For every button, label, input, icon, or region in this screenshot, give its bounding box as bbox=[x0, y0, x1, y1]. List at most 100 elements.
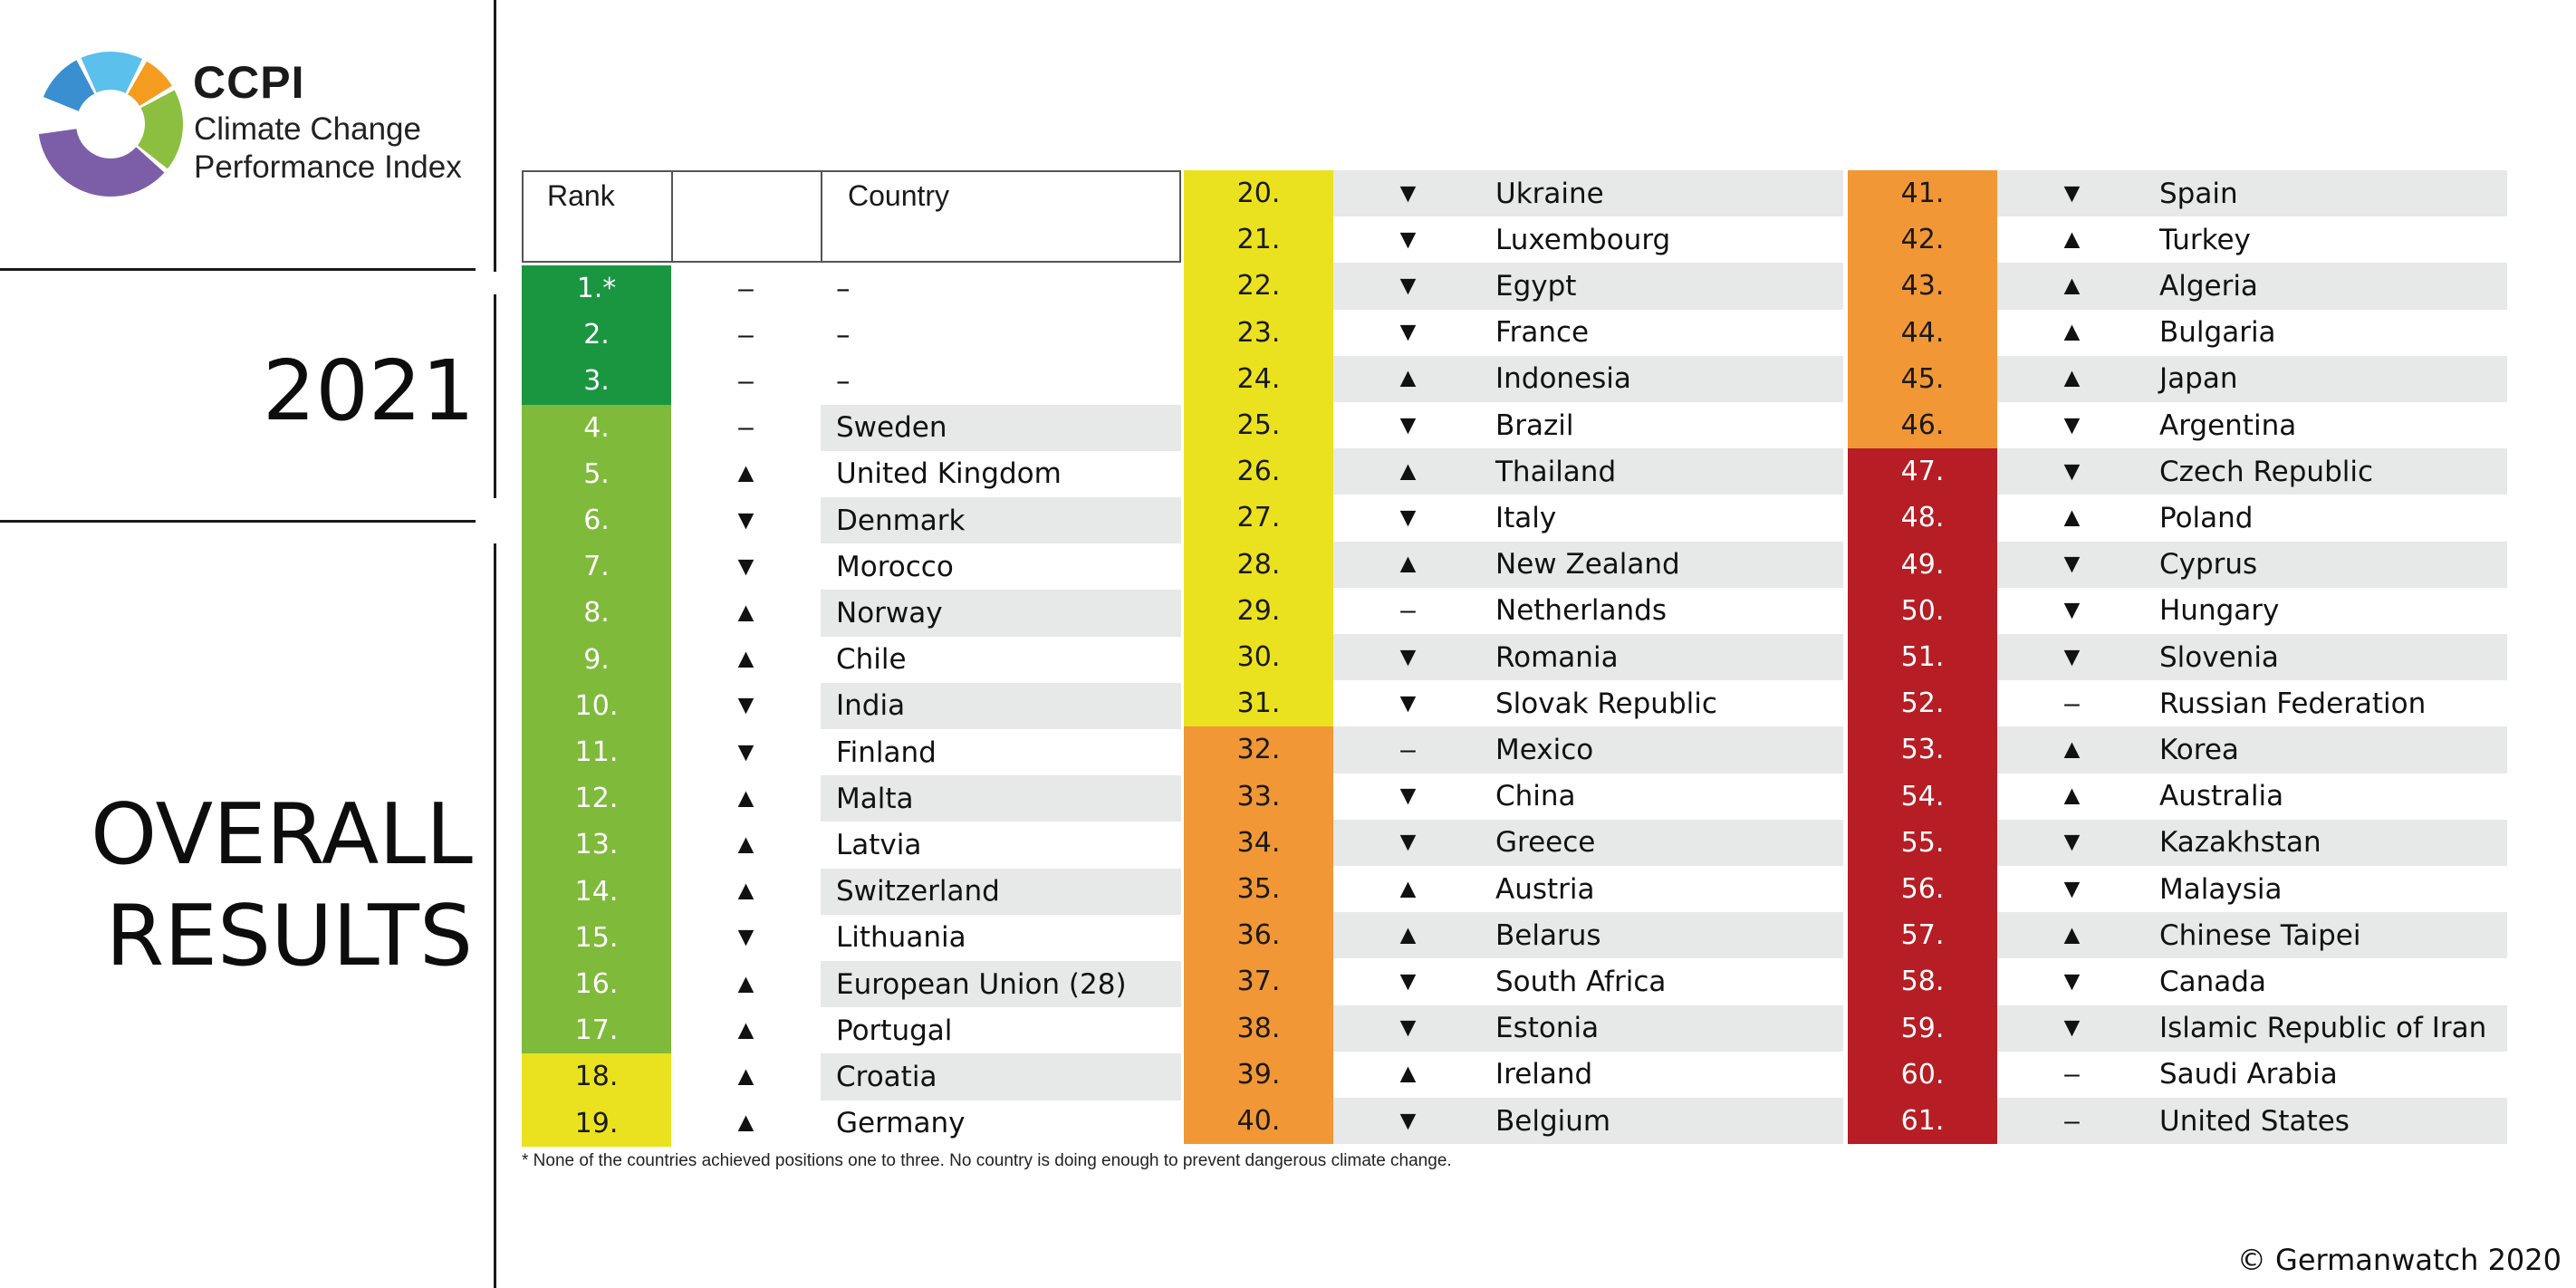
row-shade bbox=[1333, 355, 1843, 402]
country-name: Belarus bbox=[1495, 918, 1601, 952]
country-name: Belgium bbox=[1495, 1104, 1611, 1138]
country-name: – bbox=[836, 318, 851, 351]
table-row: 28. ▲ New Zealand bbox=[1184, 541, 1843, 588]
trend-down-icon: ▼ bbox=[1394, 1105, 1422, 1136]
country-name: United Kingdom bbox=[836, 457, 1062, 491]
country-name: Spain bbox=[2159, 177, 2238, 210]
table-row: 36. ▲ Belarus bbox=[1184, 912, 1843, 959]
table-row: 3. – – bbox=[522, 358, 1181, 405]
trend-unchanged-icon: – bbox=[2064, 687, 2080, 718]
row-shade bbox=[1333, 1098, 1843, 1145]
row-shade bbox=[821, 682, 1181, 729]
ccpi-logo-icon bbox=[38, 52, 183, 197]
country-name: Saudi Arabia bbox=[2159, 1058, 2338, 1091]
trend-up-icon: ▲ bbox=[1394, 363, 1422, 394]
trend-down-icon: ▼ bbox=[732, 505, 760, 535]
divider-vertical-bottom bbox=[494, 543, 496, 1288]
row-shade bbox=[1333, 263, 1843, 310]
row-shade bbox=[1333, 912, 1843, 959]
table-row: 29. – Netherlands bbox=[1184, 587, 1843, 634]
trend-up-icon: ▲ bbox=[2058, 270, 2086, 301]
trend-up-icon: ▲ bbox=[732, 597, 760, 628]
rank-cell: 47. bbox=[1848, 448, 1997, 495]
row-shade bbox=[1997, 1004, 2507, 1052]
table-row: 25. ▼ Brazil bbox=[1184, 402, 1843, 449]
trend-up-icon: ▲ bbox=[1394, 456, 1422, 486]
trend-unchanged-icon: – bbox=[738, 273, 754, 303]
table-row: 23. ▼ France bbox=[1184, 309, 1843, 356]
trend-down-icon: ▼ bbox=[1394, 317, 1422, 348]
trend-down-icon: ▼ bbox=[732, 690, 760, 721]
row-shade bbox=[821, 868, 1181, 915]
rank-cell: 19. bbox=[522, 1100, 671, 1147]
trend-up-icon: ▲ bbox=[1394, 1059, 1422, 1090]
country-name: Kazakhstan bbox=[2159, 826, 2321, 860]
rank-cell: 12. bbox=[522, 775, 671, 822]
rank-cell: 57. bbox=[1848, 912, 1997, 959]
trend-down-icon: ▼ bbox=[2058, 549, 2086, 580]
rank-cell: 1.* bbox=[522, 265, 671, 312]
row-shade bbox=[821, 404, 1181, 451]
country-name: Morocco bbox=[836, 550, 954, 583]
trend-down-icon: ▼ bbox=[1394, 641, 1422, 672]
trend-up-icon: ▲ bbox=[732, 1014, 760, 1045]
trend-up-icon: ▲ bbox=[2058, 363, 2086, 394]
row-shade bbox=[1333, 448, 1843, 495]
trend-down-icon: ▼ bbox=[2058, 1013, 2086, 1043]
trend-up-icon: ▲ bbox=[732, 1061, 760, 1091]
country-name: Croatia bbox=[836, 1060, 937, 1093]
table-row: 48. ▲ Poland bbox=[1848, 495, 2507, 542]
table-row: 16. ▲ European Union (28) bbox=[522, 961, 1181, 1008]
table-row: 44. ▲ Bulgaria bbox=[1848, 309, 2507, 356]
rank-cell: 7. bbox=[522, 543, 671, 591]
country-name: Algeria bbox=[2159, 269, 2258, 303]
country-name: Latvia bbox=[836, 828, 922, 861]
trend-up-icon: ▲ bbox=[2058, 734, 2086, 764]
trend-down-icon: ▼ bbox=[2058, 641, 2086, 672]
table-row: 26. ▲ Thailand bbox=[1184, 448, 1843, 495]
rank-cell: 9. bbox=[522, 636, 671, 683]
table-row: 50. ▼ Hungary bbox=[1848, 587, 2507, 634]
rank-cell: 22. bbox=[1184, 263, 1333, 310]
row-shade bbox=[1997, 541, 2507, 588]
trend-down-icon: ▼ bbox=[732, 922, 760, 953]
trend-up-icon: ▲ bbox=[1394, 919, 1422, 950]
rank-cell: 48. bbox=[1848, 495, 1997, 542]
table-row: 37. ▼ South Africa bbox=[1184, 958, 1843, 1005]
rank-cell: 16. bbox=[522, 961, 671, 1008]
table-row: 10. ▼ India bbox=[522, 682, 1181, 729]
table-row: 57. ▲ Chinese Taipei bbox=[1848, 912, 2507, 959]
rank-cell: 27. bbox=[1184, 495, 1333, 542]
logo-title-line-2: Performance Index bbox=[194, 149, 462, 185]
rank-cell: 43. bbox=[1848, 263, 1997, 310]
table-row: 51. ▼ Slovenia bbox=[1848, 634, 2507, 681]
trend-up-icon: ▲ bbox=[2058, 781, 2086, 812]
table-row: 11. ▼ Finland bbox=[522, 729, 1181, 776]
row-shade bbox=[1997, 170, 2507, 217]
rank-cell: 33. bbox=[1184, 773, 1333, 820]
table-row: 46. ▼ Argentina bbox=[1848, 402, 2507, 449]
country-name: Indonesia bbox=[1495, 362, 1631, 396]
trend-up-icon: ▲ bbox=[2058, 919, 2086, 950]
country-name: Romania bbox=[1495, 640, 1619, 674]
country-name: Islamic Republic of Iran bbox=[2159, 1012, 2487, 1045]
row-shade bbox=[821, 497, 1181, 544]
logo-segment-lightblue bbox=[81, 52, 143, 93]
rank-cell: 24. bbox=[1184, 355, 1333, 402]
header-country-label: Country bbox=[848, 179, 950, 212]
trend-unchanged-icon: – bbox=[2064, 1059, 2080, 1090]
country-name: India bbox=[836, 689, 906, 723]
row-shade bbox=[1997, 726, 2507, 774]
header-divider bbox=[671, 172, 673, 261]
trend-down-icon: ▼ bbox=[732, 736, 760, 767]
row-shade bbox=[1333, 819, 1843, 866]
rank-cell: 50. bbox=[1848, 587, 1997, 634]
table-row: 20. ▼ Ukraine bbox=[1184, 170, 1843, 217]
country-name: Hungary bbox=[2159, 594, 2280, 628]
row-shade bbox=[1333, 170, 1843, 217]
rank-cell: 25. bbox=[1184, 402, 1333, 449]
rank-cell: 4. bbox=[522, 404, 671, 451]
row-shade bbox=[1997, 819, 2507, 866]
country-name: New Zealand bbox=[1495, 548, 1680, 582]
table-row: 53. ▲ Korea bbox=[1848, 726, 2507, 774]
